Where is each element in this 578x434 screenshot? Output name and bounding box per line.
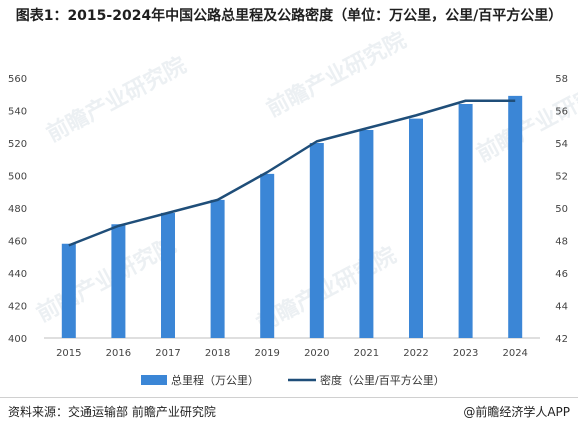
x-tick-label: 2021 [354, 348, 379, 359]
y-right-tick-label: 44 [555, 302, 568, 313]
bar [309, 143, 324, 338]
source-note: 资料来源：交通运输部 前瞻产业研究院 [8, 405, 216, 419]
legend-swatch-total-mileage [141, 375, 167, 385]
x-tick-label: 2023 [453, 348, 478, 359]
density-line-path [68, 99, 516, 247]
y-left-tick-label: 500 [8, 172, 27, 183]
bar [161, 212, 175, 338]
y-right-tick-label: 54 [555, 139, 568, 150]
y-left-tick-label: 520 [8, 139, 27, 150]
brand-label: @前瞻经济学人APP [463, 405, 570, 419]
y-right-tick-label: 50 [555, 204, 568, 215]
y-left-tick-label: 540 [8, 107, 27, 118]
bar [61, 243, 76, 338]
y-right-tick-label: 48 [555, 237, 568, 248]
y-left-tick-label: 440 [8, 269, 27, 280]
bar [359, 130, 374, 338]
footer-divider [0, 397, 578, 398]
density-line [68, 99, 516, 247]
y-right-tick-label: 58 [555, 74, 568, 85]
bars [61, 95, 523, 338]
x-tick-label: 2015 [56, 348, 81, 359]
bar [508, 95, 523, 338]
bar [111, 224, 126, 338]
y-left-tick-label: 460 [8, 237, 27, 248]
legend-label-total-mileage: 总里程（万公里） [171, 373, 259, 387]
y-left-tick-label: 560 [8, 74, 27, 85]
y-right-tick-label: 52 [555, 172, 568, 183]
bar [409, 118, 423, 338]
x-tick-label: 2016 [106, 348, 131, 359]
y-left-tick-label: 420 [8, 302, 27, 313]
bar [260, 173, 275, 338]
y-right-tick-label: 42 [555, 334, 568, 345]
bar [210, 199, 225, 338]
x-tick-label: 2018 [205, 348, 230, 359]
axes: 400 420 440 460 480 500 520 540 560 42 44 46 48 50 52 5… [8, 74, 568, 359]
x-tick-label: 2019 [254, 348, 279, 359]
y-right-tick-label: 46 [555, 269, 568, 280]
x-tick-label: 2020 [304, 348, 329, 359]
bar [458, 104, 473, 338]
legend-label-density: 密度（公里/百平方公里） [320, 373, 445, 387]
y-left-tick-label: 400 [8, 334, 27, 345]
y-left-tick-label: 480 [8, 204, 27, 215]
x-tick-label: 2022 [403, 348, 428, 359]
y-right-tick-label: 56 [555, 107, 568, 118]
legend: 总里程（万公里） 密度（公里/百平方公里） [141, 373, 445, 387]
chart: 400 420 440 460 480 500 520 540 560 42 44 46 48 50 52 5… [8, 74, 568, 387]
chart-title: 图表1：2015-2024年中国公路总里程及公路密度（单位：万公里，公里/百平方… [15, 8, 563, 24]
x-tick-label: 2024 [502, 348, 527, 359]
x-tick-label: 2017 [155, 348, 180, 359]
